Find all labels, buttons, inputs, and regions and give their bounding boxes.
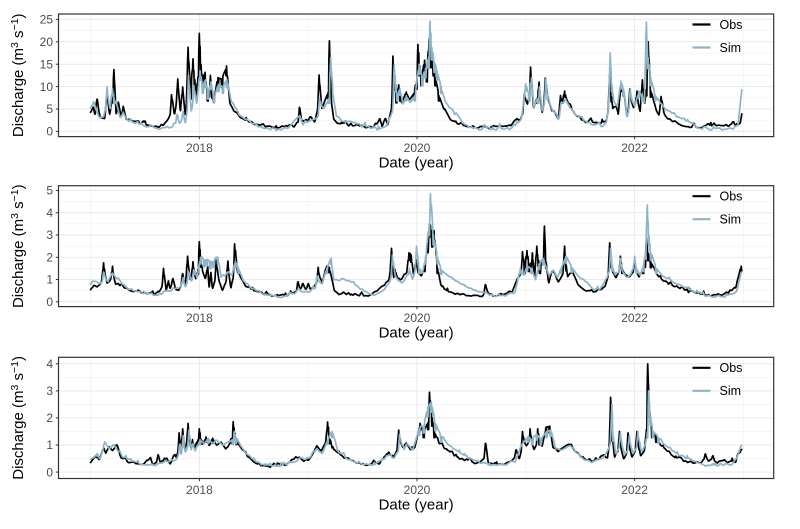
svg-text:2022: 2022 <box>621 483 648 497</box>
svg-text:2018: 2018 <box>186 141 213 155</box>
svg-text:Date (year): Date (year) <box>379 325 454 342</box>
svg-text:10: 10 <box>40 80 54 94</box>
svg-text:2: 2 <box>46 411 53 425</box>
svg-text:2: 2 <box>46 251 53 265</box>
svg-text:Sim: Sim <box>720 41 742 55</box>
svg-text:5: 5 <box>46 184 53 198</box>
svg-text:4: 4 <box>46 206 53 220</box>
svg-text:Date (year): Date (year) <box>379 497 454 514</box>
svg-text:2018: 2018 <box>186 311 213 325</box>
svg-text:2020: 2020 <box>404 483 431 497</box>
svg-text:2020: 2020 <box>404 141 431 155</box>
svg-text:25: 25 <box>40 13 54 27</box>
svg-text:Discharge (m3 s−1): Discharge (m3 s−1) <box>9 13 27 137</box>
svg-text:2018: 2018 <box>186 483 213 497</box>
svg-text:1: 1 <box>46 438 53 452</box>
svg-text:2022: 2022 <box>621 311 648 325</box>
svg-text:0: 0 <box>46 125 53 139</box>
svg-text:1: 1 <box>46 273 53 287</box>
svg-text:20: 20 <box>40 35 54 49</box>
svg-text:2022: 2022 <box>621 141 648 155</box>
svg-text:Sim: Sim <box>720 213 742 227</box>
svg-text:Date (year): Date (year) <box>379 155 454 172</box>
svg-text:Obs: Obs <box>720 361 743 375</box>
svg-text:0: 0 <box>46 295 53 309</box>
svg-text:Obs: Obs <box>720 18 743 32</box>
svg-text:0: 0 <box>46 465 53 479</box>
svg-text:4: 4 <box>46 357 53 371</box>
svg-text:15: 15 <box>40 57 54 71</box>
svg-text:Discharge (m3 s−1): Discharge (m3 s−1) <box>9 184 27 308</box>
svg-text:3: 3 <box>46 384 53 398</box>
svg-text:Obs: Obs <box>720 190 743 204</box>
svg-text:Discharge (m3 s−1): Discharge (m3 s−1) <box>9 356 27 480</box>
svg-text:5: 5 <box>46 102 53 116</box>
svg-text:Sim: Sim <box>720 384 742 398</box>
svg-text:3: 3 <box>46 228 53 242</box>
svg-text:2020: 2020 <box>404 311 431 325</box>
